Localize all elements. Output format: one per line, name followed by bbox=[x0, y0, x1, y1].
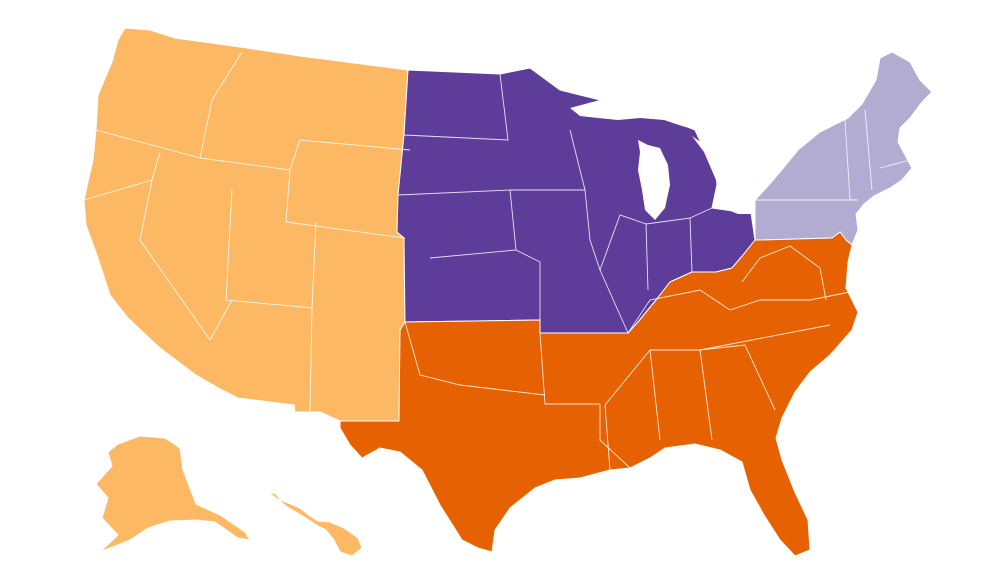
west-mainland bbox=[83, 27, 409, 422]
region-northeast[interactable] bbox=[754, 51, 933, 246]
lake-michigan bbox=[638, 140, 670, 220]
region-west[interactable] bbox=[83, 27, 409, 557]
northeast-mainland bbox=[754, 51, 933, 246]
state-borders bbox=[83, 51, 911, 471]
lake-superior bbox=[570, 98, 696, 130]
region-south[interactable] bbox=[339, 231, 859, 557]
hawaii-shape bbox=[267, 491, 363, 557]
alaska-shape bbox=[95, 435, 251, 553]
lake-huron-erie bbox=[692, 136, 756, 214]
south-mainland bbox=[339, 231, 859, 557]
